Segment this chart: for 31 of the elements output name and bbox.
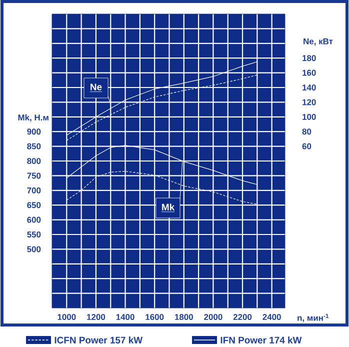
- y2-tick-label: 100: [302, 114, 316, 120]
- legend-label: IFN Power 174 kW: [220, 336, 302, 344]
- x-tick-label: 1200: [87, 314, 106, 320]
- y2-tick-label: 140: [302, 84, 316, 90]
- x-tick-label: 2200: [233, 314, 252, 320]
- y2-tick-label: 160: [302, 70, 316, 76]
- x-tick-label: 2400: [262, 314, 281, 320]
- y-tick-label: 650: [27, 202, 41, 208]
- y-tick-label: 850: [27, 143, 41, 150]
- x-axis-title: n, мин$^{-1}$: [298, 314, 329, 322]
- x-tick-label: 1000: [58, 314, 76, 320]
- annotation: Ne: [90, 84, 102, 90]
- y-tick-label: 550: [27, 232, 41, 238]
- y-tick-label: 600: [27, 216, 41, 223]
- annotation: Mk: [162, 204, 175, 210]
- legend-label: ICFN Power 157 kW: [54, 336, 143, 344]
- x-tick-label: 2000: [204, 314, 222, 320]
- y-tick-label: 900: [27, 128, 41, 135]
- x-tick-label: 1800: [175, 314, 193, 320]
- y-tick-label: 700: [27, 187, 41, 194]
- x-tick-label: 1600: [146, 314, 164, 320]
- y2-tick-label: 80: [302, 128, 312, 135]
- y-tick-label: 750: [27, 172, 41, 179]
- y-tick-label: 500: [27, 246, 41, 252]
- y-axis-title: Mk, Н.м: [18, 114, 48, 122]
- y-tick-label: 800: [27, 158, 41, 164]
- y2-tick-label: 180: [302, 55, 316, 62]
- y2-tick-label: 120: [302, 99, 316, 106]
- y2-axis-title: Ne, кВт: [304, 38, 333, 46]
- x-tick-label: 1400: [116, 314, 134, 320]
- y2-tick-label: 60: [302, 143, 312, 150]
